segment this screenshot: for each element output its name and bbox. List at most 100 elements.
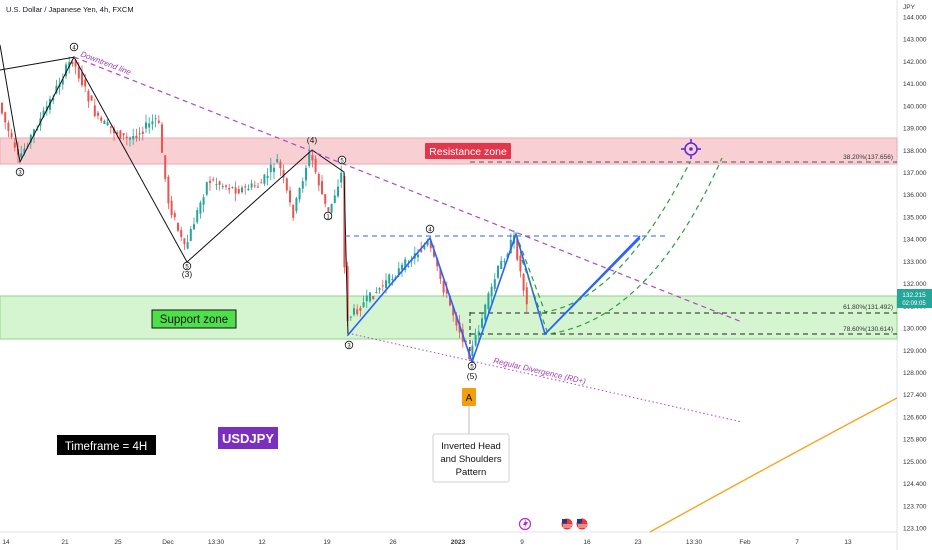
candle-body xyxy=(365,295,368,302)
y-tick-label: 140.000 xyxy=(903,103,927,110)
candle-body xyxy=(228,188,231,190)
candle-body xyxy=(87,90,90,102)
downtrend-line xyxy=(73,56,743,323)
candle-body xyxy=(20,153,23,158)
candle-body xyxy=(180,229,183,237)
candle-body xyxy=(260,182,263,184)
svg-text:02:09:05: 02:09:05 xyxy=(902,301,926,307)
candle-body xyxy=(177,222,179,231)
candle-body xyxy=(452,306,455,316)
candle-body xyxy=(221,186,224,188)
candle-body xyxy=(193,224,195,230)
green-projection-2 xyxy=(521,157,723,335)
candle-body xyxy=(385,280,387,288)
candle-body xyxy=(151,121,154,125)
wave-label-circle xyxy=(69,42,79,52)
y-tick-label: 134.000 xyxy=(903,237,927,244)
candle-body xyxy=(122,133,125,136)
candle-body xyxy=(369,292,371,302)
candle-body xyxy=(225,185,227,187)
candle-body xyxy=(189,228,192,241)
last-price-badge: 132.215 02:09:05 xyxy=(897,289,932,308)
candle-body xyxy=(321,181,323,195)
candle-body xyxy=(298,188,301,200)
candle-body xyxy=(375,291,378,293)
candle-body xyxy=(311,154,314,161)
wave-label: 3 xyxy=(18,170,22,176)
price-axis[interactable]: 144.000 143.000 142.000 141.000 140.000 139.0… xyxy=(903,15,927,533)
candle-body xyxy=(209,180,211,183)
candle-body xyxy=(100,117,103,121)
candle-body xyxy=(132,136,135,140)
candle-body xyxy=(445,288,448,294)
svg-text:Resistance zone: Resistance zone xyxy=(429,146,507,158)
candle-body xyxy=(10,132,13,138)
y-tick-label: 127.400 xyxy=(903,392,927,399)
candle-body xyxy=(500,260,503,269)
x-tick-label: 21 xyxy=(61,539,69,546)
fib-786-label: 78.60%(130.614) xyxy=(843,326,893,333)
candle-body xyxy=(349,316,352,318)
candle-body xyxy=(186,242,189,249)
candle-body xyxy=(401,264,403,270)
candle-body xyxy=(292,204,295,218)
candle-body xyxy=(7,122,10,131)
lightning-event-icon[interactable] xyxy=(518,517,532,531)
candle-body xyxy=(353,308,355,315)
candle-body xyxy=(81,72,83,86)
candle-body xyxy=(333,195,336,203)
resistance-zone-label: Resistance zone xyxy=(425,143,511,159)
candle-body xyxy=(13,142,16,148)
chart-title: U.S. Dollar / Japanese Yen, 4h, FXCM xyxy=(6,5,134,14)
y-tick-label: 130.000 xyxy=(903,326,927,333)
us-flag-icon-2[interactable] xyxy=(576,518,588,530)
y-tick-label: 132.000 xyxy=(903,281,927,288)
candle-body xyxy=(477,331,480,336)
candle-body xyxy=(244,186,247,188)
x-tick-label: 7 xyxy=(795,539,799,546)
support-zone-band xyxy=(0,295,898,340)
svg-text:132.215: 132.215 xyxy=(902,292,926,299)
candle-body xyxy=(205,182,208,195)
candle-body xyxy=(167,176,170,204)
svg-text:Inverted Head: Inverted Head xyxy=(441,441,501,452)
candle-body xyxy=(509,239,512,254)
price-axis-panel xyxy=(897,0,932,550)
candle-body xyxy=(314,158,317,173)
candle-body xyxy=(404,259,407,270)
candle-body xyxy=(343,176,346,268)
candle-body xyxy=(237,188,240,194)
wave-label: 5 xyxy=(185,264,189,270)
orange-trend-line xyxy=(649,397,898,533)
x-tick-label: 13:30 xyxy=(208,539,225,546)
target-icon[interactable] xyxy=(681,139,701,159)
candle-body xyxy=(74,59,77,67)
y-tick-label: 144.000 xyxy=(903,15,927,22)
candle-body xyxy=(285,178,288,191)
candle-body xyxy=(103,120,106,125)
y-tick-label: 125.000 xyxy=(903,459,927,466)
event-marker[interactable]: A xyxy=(462,388,476,434)
us-flag-icon[interactable] xyxy=(561,518,573,530)
candle-body xyxy=(138,133,141,135)
svg-text:A: A xyxy=(466,393,473,404)
candle-body xyxy=(525,287,528,305)
wave-label: (5) xyxy=(467,371,478,381)
wave-label: (4) xyxy=(307,135,318,145)
x-tick-label: 26 xyxy=(389,539,397,546)
candle-body xyxy=(215,184,218,186)
fib-382-label: 38.20%(137.656) xyxy=(843,154,893,161)
candle-body xyxy=(429,241,432,249)
x-tick-label: 13:30 xyxy=(686,539,703,546)
candle-body xyxy=(145,122,147,129)
candle-body xyxy=(362,302,365,308)
candle-body xyxy=(497,265,499,278)
candle-body xyxy=(33,129,35,136)
x-tick-label: 2023 xyxy=(451,539,466,546)
candle-body xyxy=(55,85,58,94)
green-projection-1 xyxy=(515,161,691,313)
candle-body xyxy=(266,175,269,179)
time-axis[interactable]: 14 21 25 Dec 13:30 12 19 26 2023 9 16 23 13:30 Feb 7 13 xyxy=(2,539,852,546)
